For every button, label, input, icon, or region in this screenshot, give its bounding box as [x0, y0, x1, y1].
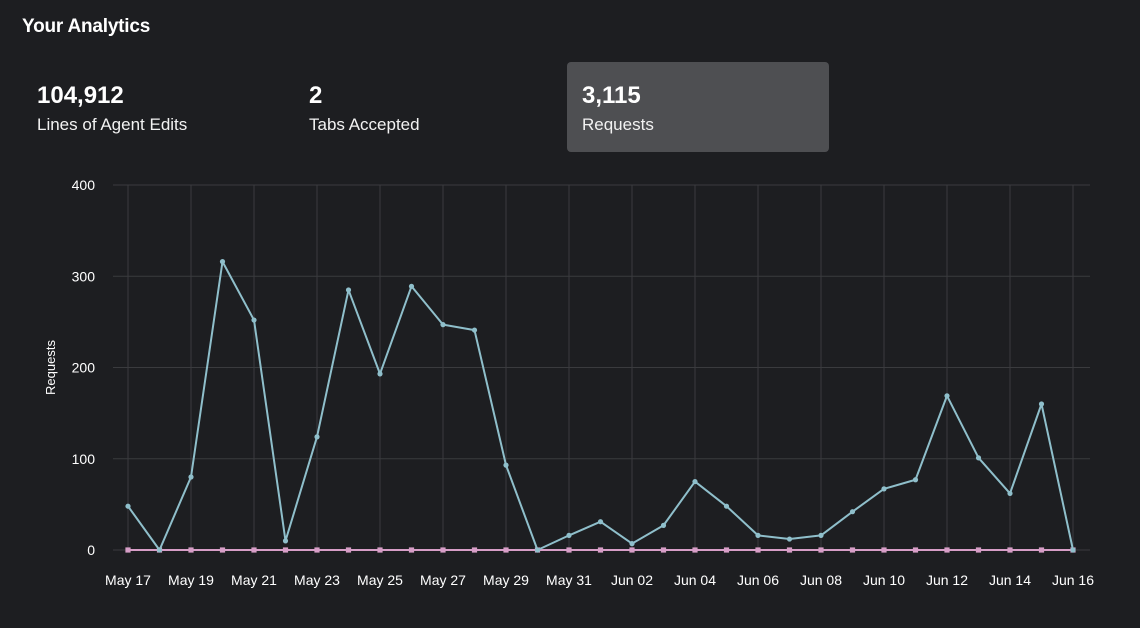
- secondary-data-point: [471, 547, 478, 553]
- requests-data-point: [156, 547, 163, 553]
- requests-data-point: [975, 455, 982, 461]
- requests-data-point: [660, 522, 667, 528]
- stat-value: 2: [309, 82, 323, 109]
- secondary-data-point: [1007, 547, 1013, 553]
- secondary-data-point: [881, 547, 887, 553]
- requests-data-point: [471, 327, 478, 333]
- x-tick-label: May 21: [231, 572, 277, 588]
- stat-value: 3,115: [582, 82, 641, 109]
- requests-data-point: [314, 434, 320, 440]
- requests-data-point: [440, 322, 446, 328]
- secondary-data-point: [1038, 547, 1045, 553]
- requests-data-point: [944, 393, 950, 399]
- requests-data-point: [345, 287, 352, 293]
- secondary-data-point: [755, 547, 761, 553]
- x-tick-label: May 29: [483, 572, 529, 588]
- requests-data-point: [818, 532, 824, 539]
- secondary-data-point: [188, 547, 194, 553]
- requests-data-point: [912, 477, 919, 483]
- secondary-data-point: [629, 547, 635, 553]
- secondary-data-point: [219, 547, 226, 553]
- requests-data-point: [692, 478, 698, 485]
- x-tick-label: May 17: [105, 572, 151, 588]
- page-title: Your Analytics: [22, 16, 151, 37]
- secondary-data-point: [692, 547, 698, 553]
- requests-data-point: [251, 317, 257, 323]
- stat-card-agent-edits[interactable]: 104,912 Lines of Agent Edits: [22, 62, 284, 152]
- secondary-data-point: [345, 547, 352, 553]
- y-axis-label: Requests: [43, 340, 58, 395]
- stat-label: Requests: [582, 115, 654, 134]
- y-tick-label: 200: [72, 360, 96, 376]
- requests-data-point: [377, 371, 383, 377]
- requests-data-point: [219, 259, 226, 265]
- secondary-data-point: [912, 547, 919, 553]
- x-tick-label: Jun 14: [989, 572, 1031, 588]
- x-tick-label: Jun 06: [737, 572, 779, 588]
- secondary-data-point: [440, 547, 446, 553]
- requests-data-point: [1007, 490, 1013, 497]
- requests-data-point: [849, 509, 856, 515]
- secondary-data-point: [282, 547, 289, 553]
- x-tick-label: Jun 10: [863, 572, 905, 588]
- y-tick-label: 400: [72, 177, 96, 193]
- secondary-data-point: [408, 547, 415, 553]
- requests-data-point: [188, 474, 194, 480]
- secondary-data-point: [503, 547, 509, 553]
- requests-data-point: [629, 541, 635, 547]
- x-tick-label: May 19: [168, 572, 214, 588]
- x-tick-label: Jun 16: [1052, 572, 1094, 588]
- secondary-data-point: [125, 547, 131, 553]
- y-tick-label: 0: [87, 542, 95, 558]
- secondary-data-point: [377, 547, 383, 553]
- requests-data-point: [597, 519, 604, 525]
- secondary-data-point: [975, 547, 982, 553]
- requests-data-point: [1038, 401, 1045, 407]
- x-tick-label: Jun 12: [926, 572, 968, 588]
- secondary-data-point: [944, 547, 950, 553]
- x-tick-label: Jun 02: [611, 572, 653, 588]
- secondary-data-point: [849, 547, 856, 553]
- secondary-data-point: [597, 547, 604, 553]
- secondary-data-point: [314, 547, 320, 553]
- requests-data-point: [534, 547, 541, 553]
- requests-data-point: [566, 532, 572, 539]
- x-tick-label: May 31: [546, 572, 592, 588]
- secondary-data-point: [723, 547, 730, 553]
- x-tick-label: May 27: [420, 572, 466, 588]
- secondary-data-point: [786, 547, 793, 553]
- requests-series-line: [127, 260, 1074, 551]
- secondary-data-point: [251, 547, 257, 553]
- stat-label: Lines of Agent Edits: [37, 115, 188, 134]
- stat-label: Tabs Accepted: [309, 115, 420, 134]
- stat-card-requests[interactable]: 3,115 Requests: [567, 62, 829, 152]
- requests-data-point: [881, 486, 887, 492]
- secondary-data-point: [660, 547, 667, 553]
- requests-data-point: [755, 532, 761, 539]
- secondary-data-point: [818, 547, 824, 553]
- requests-data-point: [408, 283, 415, 289]
- secondary-data-point: [566, 547, 572, 553]
- stat-value: 104,912: [37, 82, 124, 109]
- x-tick-label: May 25: [357, 572, 403, 588]
- requests-data-point: [282, 538, 289, 544]
- requests-data-point: [1070, 547, 1076, 553]
- stat-card-tabs-accepted[interactable]: 2 Tabs Accepted: [294, 62, 556, 152]
- x-tick-label: Jun 08: [800, 572, 842, 588]
- y-tick-label: 300: [72, 268, 96, 284]
- requests-data-point: [503, 462, 509, 468]
- requests-data-point: [125, 503, 131, 509]
- x-tick-label: Jun 04: [674, 572, 716, 588]
- x-tick-label: May 23: [294, 572, 340, 588]
- y-tick-label: 100: [72, 451, 96, 467]
- requests-data-point: [723, 503, 730, 509]
- requests-data-point: [786, 536, 793, 542]
